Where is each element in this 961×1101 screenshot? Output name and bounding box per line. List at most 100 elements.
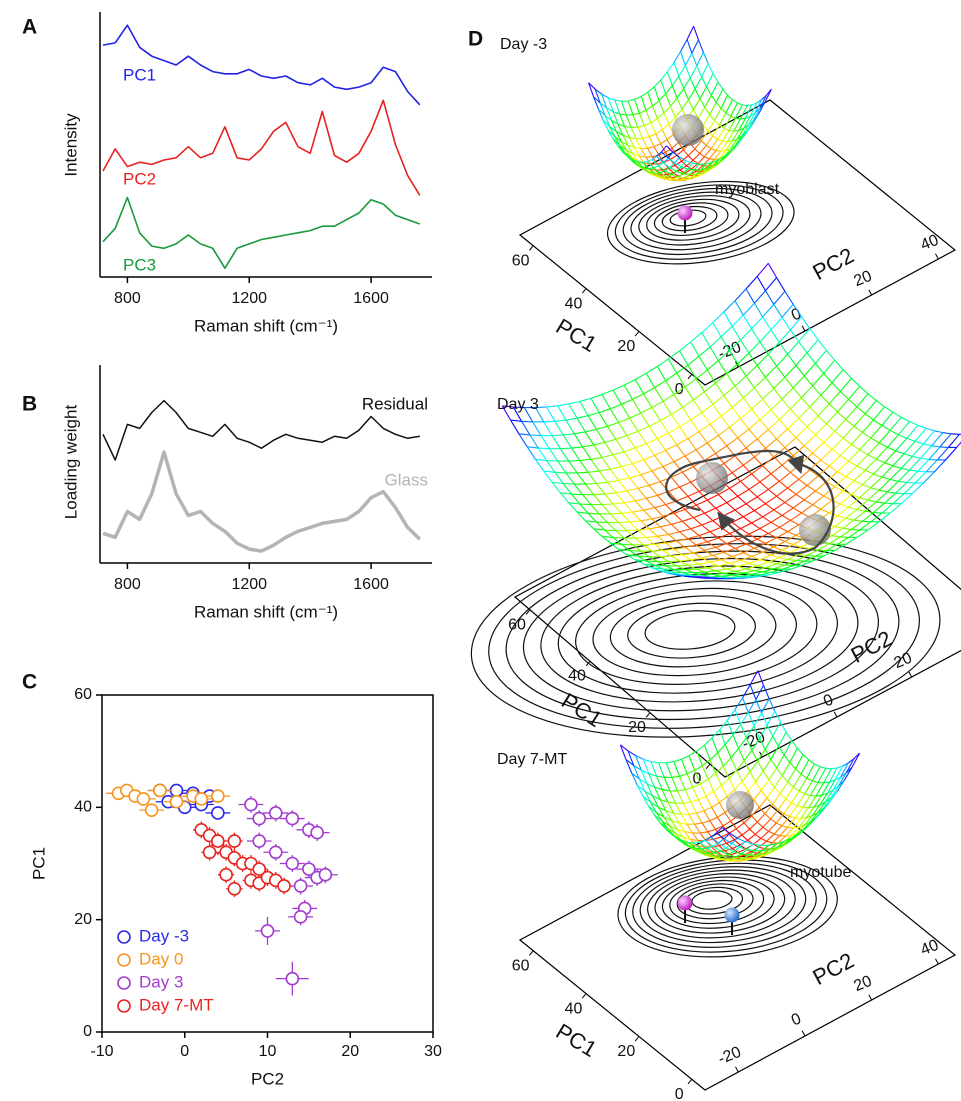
mesh-line xyxy=(762,304,775,318)
mesh-line xyxy=(672,176,679,180)
mesh-line xyxy=(765,290,775,305)
mesh-line xyxy=(715,102,722,109)
mesh-line xyxy=(853,510,866,521)
mesh-line xyxy=(612,503,622,514)
mesh-line xyxy=(745,375,755,389)
mesh-line xyxy=(655,129,663,135)
mesh-line xyxy=(618,417,630,424)
mesh-line xyxy=(684,174,690,179)
mesh-line xyxy=(601,394,611,410)
mesh-line xyxy=(643,563,653,569)
mesh-line xyxy=(730,138,738,149)
mesh-line xyxy=(745,288,755,304)
mesh-line xyxy=(663,777,671,792)
mesh-line xyxy=(526,446,536,460)
mesh-line xyxy=(611,119,619,125)
mesh-line xyxy=(642,136,650,139)
mesh-line xyxy=(802,806,809,809)
mesh-line xyxy=(731,472,741,482)
mesh-line xyxy=(853,480,863,486)
mesh-line xyxy=(731,556,741,561)
mesh-line xyxy=(760,779,770,791)
mesh-line xyxy=(751,398,764,410)
mesh-line xyxy=(761,698,770,714)
x-tick-label: -10 xyxy=(90,1043,113,1060)
mesh-line xyxy=(718,350,730,362)
mesh-line xyxy=(704,507,716,514)
mesh-line xyxy=(734,577,747,580)
mesh-line xyxy=(859,487,872,499)
mesh-line xyxy=(632,159,640,167)
mesh-line xyxy=(742,302,755,316)
mesh-line xyxy=(884,462,894,467)
mesh-line xyxy=(658,151,666,156)
mesh-line xyxy=(554,421,564,436)
mesh-line xyxy=(703,806,712,812)
mesh-line xyxy=(719,796,728,804)
mesh-line xyxy=(598,470,608,483)
mesh-line xyxy=(903,482,916,495)
mesh-line xyxy=(757,749,766,762)
mesh-line xyxy=(770,514,783,523)
mesh-line xyxy=(741,834,748,841)
mesh-line xyxy=(696,567,708,570)
mesh-line xyxy=(718,842,727,849)
mesh-line xyxy=(693,512,705,519)
mesh-line xyxy=(814,349,827,364)
mesh-line xyxy=(643,563,655,566)
mesh-line xyxy=(729,487,739,497)
mesh-line xyxy=(612,111,619,125)
mesh-line xyxy=(671,170,677,176)
mesh-line xyxy=(793,544,802,548)
mesh-line xyxy=(758,797,768,808)
mesh-line xyxy=(647,92,654,107)
mesh-line xyxy=(671,85,678,99)
mesh-line xyxy=(779,781,789,794)
mesh-line xyxy=(773,456,783,466)
contour xyxy=(632,862,817,948)
mesh-line xyxy=(813,811,822,821)
mesh-line xyxy=(716,827,723,834)
mesh-line xyxy=(671,520,683,525)
mesh-line xyxy=(740,408,752,419)
mesh-line xyxy=(906,424,919,439)
pc1-tick xyxy=(529,245,534,251)
mesh-line xyxy=(695,378,705,393)
mesh-line xyxy=(546,459,558,462)
mesh-line xyxy=(689,65,698,79)
pc1-tick-label: 0 xyxy=(675,381,684,398)
mesh-line xyxy=(662,550,672,557)
mesh-line xyxy=(607,426,617,440)
mesh-line xyxy=(724,847,733,852)
mesh-line xyxy=(815,550,827,557)
mesh-line xyxy=(640,520,650,530)
mesh-line xyxy=(745,568,755,572)
mesh-line xyxy=(655,812,663,822)
mesh-line xyxy=(698,491,708,501)
mesh-line xyxy=(640,148,647,158)
mesh-line xyxy=(867,521,880,531)
mesh-line xyxy=(693,391,705,401)
mesh-line xyxy=(513,406,525,409)
mesh-line xyxy=(785,834,792,837)
mesh-line xyxy=(917,470,927,473)
mesh-line xyxy=(686,773,694,788)
mesh-line xyxy=(702,125,709,132)
mesh-line xyxy=(723,455,736,464)
mesh-line xyxy=(622,134,629,146)
mesh-line xyxy=(764,88,772,103)
mesh-line xyxy=(709,561,719,567)
mesh-line xyxy=(681,155,689,162)
mesh-line xyxy=(704,391,714,405)
mesh-line xyxy=(650,761,659,764)
mesh-line xyxy=(677,176,685,179)
mesh-line xyxy=(682,399,694,408)
mesh-line xyxy=(693,552,703,559)
mesh-line xyxy=(653,86,660,101)
mesh-line xyxy=(652,795,659,808)
mesh-line xyxy=(642,759,650,774)
mesh-line xyxy=(759,738,766,750)
mesh-line xyxy=(721,826,731,834)
mesh-line xyxy=(639,109,647,114)
mesh-line xyxy=(697,39,704,53)
